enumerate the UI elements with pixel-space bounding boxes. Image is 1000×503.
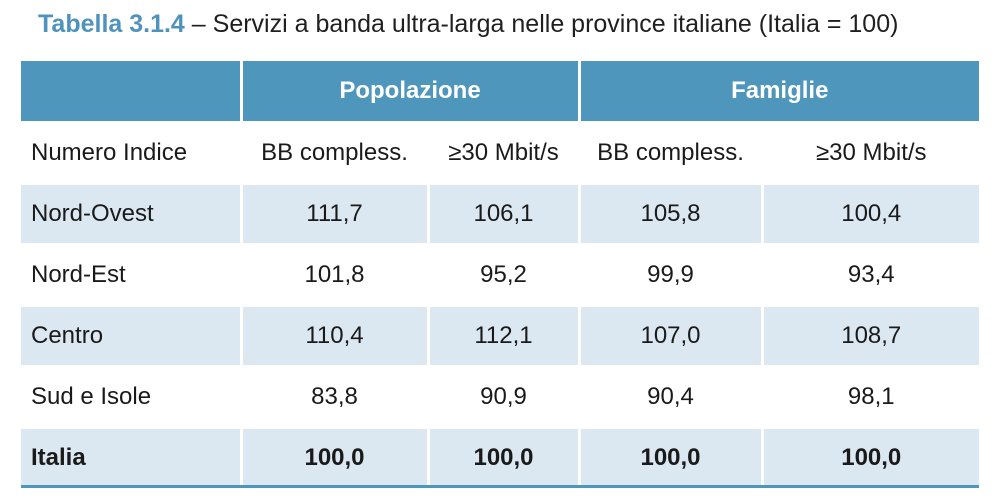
table-row: Centro 110,4 112,1 107,0 108,7 xyxy=(21,305,980,366)
row-label: Italia xyxy=(21,427,243,488)
column-header-fam-bb: BB compless. xyxy=(579,122,764,183)
header-popolazione: Popolazione xyxy=(241,61,581,122)
cell-value: 111,7 xyxy=(241,183,430,244)
table-row: Sud e Isole 83,8 90,9 90,4 98,1 xyxy=(21,366,980,427)
cell-value: 100,0 xyxy=(762,427,980,488)
cell-value: 95,2 xyxy=(428,244,581,305)
table-row: Nord-Est 101,8 95,2 99,9 93,4 xyxy=(21,244,980,305)
cell-value: 100,0 xyxy=(428,427,581,488)
column-header-row: Numero Indice BB compless. ≥30 Mbit/s BB… xyxy=(21,122,980,183)
cell-value: 112,1 xyxy=(428,305,581,366)
table-caption: Tabella 3.1.4 – Servizi a banda ultra-la… xyxy=(38,8,898,40)
header-famiglie: Famiglie xyxy=(579,61,980,122)
data-table: Popolazione Famiglie Numero Indice BB co… xyxy=(21,61,980,490)
cell-value: 90,4 xyxy=(579,366,764,427)
cell-value: 99,9 xyxy=(579,244,764,305)
cell-value: 93,4 xyxy=(762,244,980,305)
cell-value: 100,4 xyxy=(762,183,980,244)
table-row-total: Italia 100,0 100,0 100,0 100,0 xyxy=(21,427,980,488)
cell-value: 83,8 xyxy=(241,366,430,427)
cell-value: 110,4 xyxy=(241,305,430,366)
column-header-pop-30: ≥30 Mbit/s xyxy=(428,122,581,183)
cell-value: 107,0 xyxy=(579,305,764,366)
row-label: Sud e Isole xyxy=(21,366,243,427)
row-label: Nord-Est xyxy=(21,244,243,305)
header-empty-cell xyxy=(21,61,243,122)
cell-value: 108,7 xyxy=(762,305,980,366)
table-title: – Servizi a banda ultra-larga nelle prov… xyxy=(184,10,899,38)
table-number: Tabella 3.1.4 xyxy=(38,10,185,38)
cell-value: 105,8 xyxy=(579,183,764,244)
row-label: Centro xyxy=(21,305,243,366)
cell-value: 98,1 xyxy=(762,366,980,427)
bottom-rule xyxy=(21,485,979,488)
cell-value: 100,0 xyxy=(241,427,430,488)
cell-value: 101,8 xyxy=(241,244,430,305)
group-header-row: Popolazione Famiglie xyxy=(21,61,980,122)
cell-value: 100,0 xyxy=(579,427,764,488)
column-header-label: Numero Indice xyxy=(21,122,243,183)
row-label: Nord-Ovest xyxy=(21,183,243,244)
table-row: Nord-Ovest 111,7 106,1 105,8 100,4 xyxy=(21,183,980,244)
cell-value: 106,1 xyxy=(428,183,581,244)
column-header-fam-30: ≥30 Mbit/s xyxy=(762,122,980,183)
cell-value: 90,9 xyxy=(428,366,581,427)
column-header-pop-bb: BB compless. xyxy=(241,122,430,183)
